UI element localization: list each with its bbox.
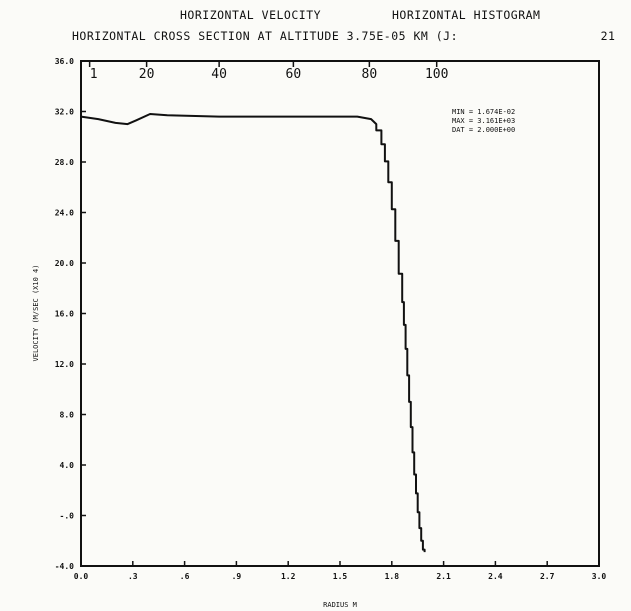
top-tick-label: 60 <box>286 67 302 82</box>
y-tick-label: 20.0 <box>55 259 74 268</box>
y-tick-label: 24.0 <box>55 209 74 218</box>
frame-number: 21 <box>601 29 616 43</box>
x-tick-label: 1.2 <box>281 572 296 581</box>
header-title-histogram: HORIZONTAL HISTOGRAM <box>392 8 540 22</box>
x-axis-label: RADIUS M <box>323 601 357 609</box>
y-tick-label: 32.0 <box>55 108 74 117</box>
plot-frame <box>80 60 600 567</box>
x-tick-label: 1.5 <box>333 572 348 581</box>
y-tick-label: 16.0 <box>55 310 74 319</box>
x-tick-label: .6 <box>180 572 190 581</box>
x-tick-label: .9 <box>232 572 242 581</box>
stat-delta: DAT = 2.000E+00 <box>452 126 515 134</box>
stat-min: MIN = 1.674E-02 <box>452 108 515 116</box>
top-tick-label: 20 <box>139 67 155 82</box>
y-axis-label: VELOCITY (M/SEC (X10 4) <box>32 265 40 362</box>
header-subtitle: HORIZONTAL CROSS SECTION AT ALTITUDE 3.7… <box>72 29 458 43</box>
top-tick-label: 1 <box>90 67 98 82</box>
x-tick-label: 2.1 <box>436 572 451 581</box>
y-tick-label: 4.0 <box>60 461 75 470</box>
x-tick-label: 1.8 <box>385 572 400 581</box>
x-tick-label: 0.0 <box>74 572 89 581</box>
velocity-series-line <box>80 113 426 553</box>
top-tick-label: 100 <box>425 67 448 82</box>
x-tick-label: 2.4 <box>488 572 503 581</box>
top-index-axis: 1 20 40 60 80 100 <box>88 61 448 82</box>
stat-max: MAX = 3.161E+03 <box>452 117 515 125</box>
y-tick-label: 12.0 <box>55 360 74 369</box>
y-tick-label: -.0 <box>60 512 75 521</box>
y-tick-label: 8.0 <box>60 411 75 420</box>
y-tick-label: 28.0 <box>55 158 74 167</box>
top-tick-label: 40 <box>211 67 227 82</box>
y-axis: -4.0 -.0 4.0 8.0 12.0 16.0 20.0 24.0 28.0 32.0 36.… <box>55 57 86 571</box>
x-tick-label: 2.7 <box>540 572 555 581</box>
x-tick-label: 3.0 <box>592 572 607 581</box>
y-tick-label: -4.0 <box>55 562 74 571</box>
x-tick-label: .3 <box>128 572 138 581</box>
header-title-velocity: HORIZONTAL VELOCITY <box>180 8 321 22</box>
top-tick-label: 80 <box>362 67 378 82</box>
y-tick-label: 36.0 <box>55 57 74 66</box>
x-axis: 0.0 .3 .6 .9 1.2 1.5 1.8 2.1 2.4 2.7 3.0 <box>74 561 607 581</box>
